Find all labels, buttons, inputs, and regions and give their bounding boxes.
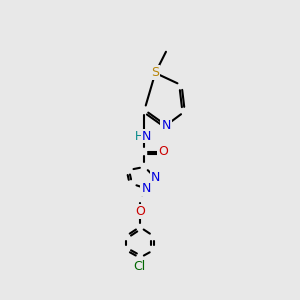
Text: N: N	[142, 130, 152, 142]
Text: N: N	[151, 171, 160, 184]
Text: Cl: Cl	[134, 260, 146, 274]
Text: N: N	[141, 182, 151, 195]
Text: O: O	[158, 145, 168, 158]
Text: N: N	[161, 119, 171, 132]
Text: O: O	[135, 205, 145, 218]
Text: S: S	[151, 67, 159, 80]
Text: H: H	[135, 130, 143, 142]
